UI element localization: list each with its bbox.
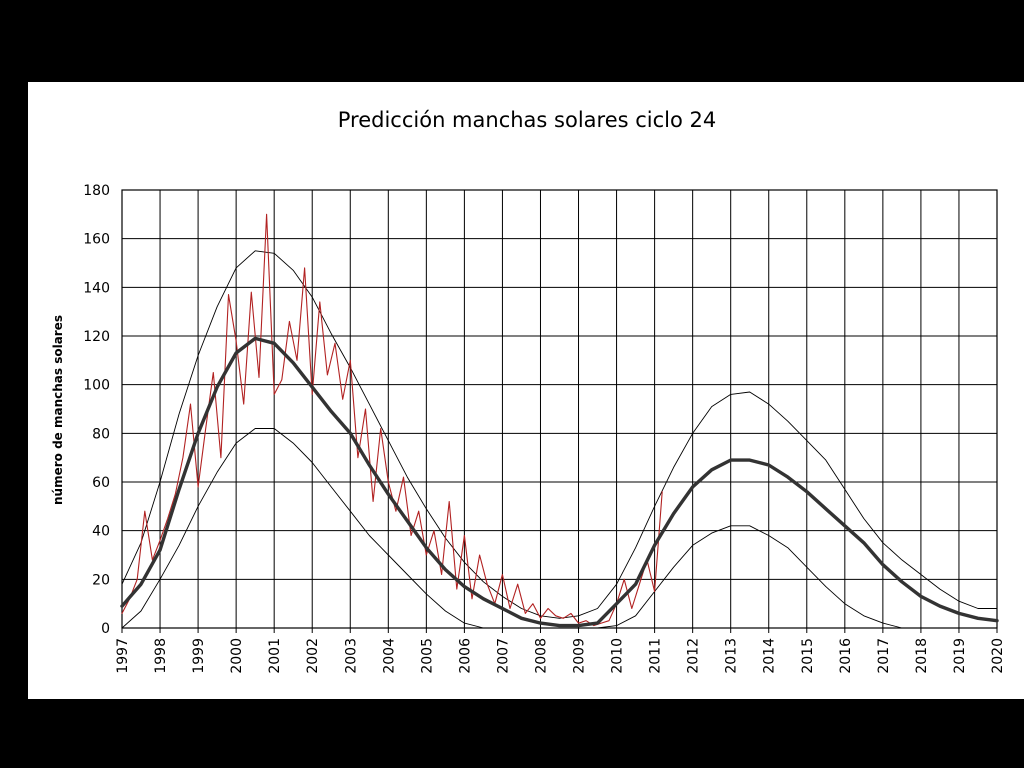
x-tick-label: 2007 (495, 638, 511, 674)
slide-background (28, 82, 1024, 699)
x-tick-label: 1997 (115, 638, 131, 674)
x-tick-labels: 1997 1998 1999 2000 2001 2002 2003 2004 2005 2006… (115, 638, 1006, 674)
x-tick-label: 2001 (267, 638, 283, 674)
y-axis-label: número de manchas solares (51, 315, 65, 505)
y-tick-label: 60 (92, 475, 110, 491)
prediction-line (120, 336, 999, 628)
x-tick-label: 1998 (153, 638, 169, 674)
plot-frame (121, 189, 998, 629)
chart-title: Predicción manchas solares ciclo 24 (338, 108, 717, 132)
y-tick-label: 120 (83, 329, 110, 345)
x-tick-label: 2006 (457, 638, 473, 674)
y-tick-label: 80 (92, 426, 110, 442)
y-tick-labels: 0 20 40 60 80 100 120 140 160 180 (83, 183, 110, 637)
x-tick-label: 2002 (305, 638, 321, 674)
x-tick-label: 2010 (610, 638, 626, 674)
x-tick-label: 2020 (990, 638, 1006, 674)
observed-line (121, 213, 663, 627)
x-tick-label: 2008 (533, 638, 549, 674)
y-tick-label: 100 (83, 378, 110, 394)
series-lines (120, 213, 999, 629)
x-tick-label: 2005 (419, 638, 435, 674)
x-tick-label: 2019 (952, 638, 968, 674)
x-tick-label: 2012 (686, 638, 702, 674)
x-tick-label: 2013 (724, 638, 740, 674)
lower-bound-line (121, 428, 960, 629)
upper-bound-line (121, 250, 998, 619)
x-tick-label: 2011 (648, 638, 664, 674)
x-tick-label: 2014 (762, 638, 778, 674)
y-tick-label: 160 (83, 232, 110, 248)
x-tick-label: 2015 (800, 638, 816, 674)
y-tick-label: 40 (92, 524, 110, 540)
x-tick-label: 2009 (572, 638, 588, 674)
y-tick-label: 140 (83, 280, 110, 296)
x-tick-label: 2004 (381, 638, 397, 674)
y-tick-label: 0 (101, 621, 110, 637)
y-tick-label: 20 (92, 572, 110, 588)
y-tick-label: 180 (83, 183, 110, 199)
x-tick-label: 2017 (876, 638, 892, 674)
x-tick-label: 1999 (191, 638, 207, 674)
grid (121, 189, 998, 633)
x-tick-label: 2003 (343, 638, 359, 674)
x-tick-label: 2000 (229, 638, 245, 674)
x-tick-label: 2016 (838, 638, 854, 674)
x-tick-label: 2018 (914, 638, 930, 674)
